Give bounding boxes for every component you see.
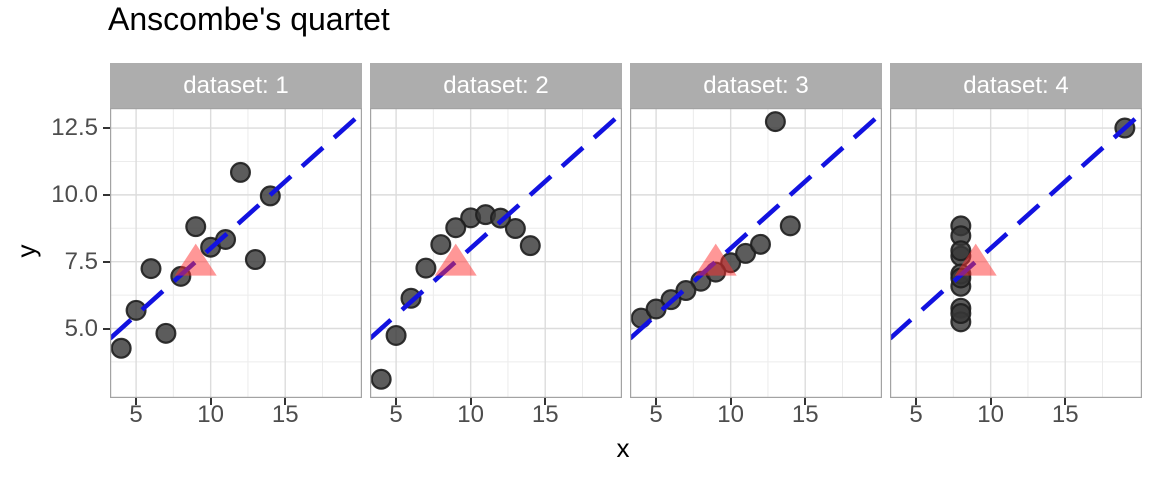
facet-strip-3: dataset: 3 [630, 63, 882, 108]
trend-line [630, 110, 882, 341]
mean-marker-triangle [434, 243, 477, 276]
x-tick-mark [915, 398, 918, 405]
y-tick-mark [103, 327, 110, 330]
facet-strip-2: dataset: 2 [370, 63, 622, 108]
plot-title: Anscombe's quartet [108, 1, 390, 37]
panel-border [630, 108, 882, 398]
x-tick-label: 5 [389, 401, 403, 428]
mean-marker-triangle [694, 243, 737, 276]
y-tick-mark [103, 193, 110, 196]
panel-plot-area [890, 108, 1142, 398]
data-point [229, 161, 251, 183]
facet-panel-4 [890, 108, 1142, 398]
facet-strip-label: dataset: 2 [443, 71, 549, 99]
x-tick-label: 5 [909, 401, 923, 428]
y-tick-mark [103, 127, 110, 130]
x-tick-label: 15 [531, 401, 559, 428]
mean-marker-triangle [954, 243, 997, 276]
data-point [430, 234, 452, 256]
y-tick-label: 12.5 [51, 114, 98, 142]
y-tick-label: 10.0 [51, 180, 98, 208]
data-point [140, 258, 162, 280]
x-tick-mark [804, 398, 807, 405]
facet-strip-4: dataset: 4 [890, 63, 1142, 108]
x-tick-label: 10 [977, 401, 1004, 428]
data-point [950, 240, 972, 262]
facet-strip-label: dataset: 3 [703, 71, 809, 99]
x-tick-label: 15 [791, 401, 819, 428]
data-point [445, 217, 467, 239]
x-tick-label: 10 [717, 401, 744, 428]
mean-marker-triangle [174, 243, 217, 276]
data-point [110, 337, 132, 359]
x-tick-label: 5 [129, 401, 143, 428]
trend-line [890, 110, 1142, 341]
data-point [215, 229, 237, 251]
x-tick-label: 15 [1051, 401, 1079, 428]
trend-line [370, 110, 622, 341]
facet-panel-2 [370, 108, 622, 398]
data-point [764, 111, 786, 133]
panel-border [370, 108, 622, 398]
x-tick-mark [1064, 398, 1067, 405]
panel-plot-area [110, 108, 362, 398]
facet-strip-label: dataset: 1 [183, 71, 289, 99]
data-point [950, 303, 972, 325]
x-tick-label: 15 [271, 401, 299, 428]
panel-plot-area [370, 108, 622, 398]
x-tick-mark [395, 398, 398, 405]
x-tick-mark [469, 398, 472, 405]
x-tick-mark [284, 398, 287, 405]
x-tick-mark [989, 398, 992, 405]
data-point [244, 249, 266, 271]
x-tick-mark [655, 398, 658, 405]
x-tick-mark [135, 398, 138, 405]
data-point [370, 368, 392, 390]
data-point [185, 216, 207, 238]
data-point [125, 299, 147, 321]
y-tick-mark [103, 260, 110, 263]
trend-line [110, 110, 362, 341]
data-point [519, 235, 541, 257]
data-point [385, 324, 407, 346]
y-tick-label: 7.5 [64, 247, 98, 275]
facet-strip-1: dataset: 1 [110, 63, 362, 108]
x-axis-title: x [616, 433, 630, 463]
y-tick-label: 5.0 [64, 314, 98, 342]
panel-border [110, 108, 362, 398]
data-point [779, 215, 801, 237]
x-tick-mark [729, 398, 732, 405]
x-tick-mark [544, 398, 547, 405]
x-tick-mark [209, 398, 212, 405]
data-point [749, 233, 771, 255]
facet-strip-label: dataset: 4 [963, 71, 1069, 99]
data-point [504, 218, 526, 240]
panel-plot-area [630, 108, 882, 398]
data-point [155, 322, 177, 344]
facet-panel-1 [110, 108, 362, 398]
data-point [415, 257, 437, 279]
x-tick-label: 5 [649, 401, 663, 428]
facet-panel-3 [630, 108, 882, 398]
x-tick-label: 10 [197, 401, 224, 428]
data-point [735, 242, 757, 264]
panel-border [890, 108, 1142, 398]
data-point [489, 207, 511, 229]
x-tick-label: 10 [457, 401, 484, 428]
